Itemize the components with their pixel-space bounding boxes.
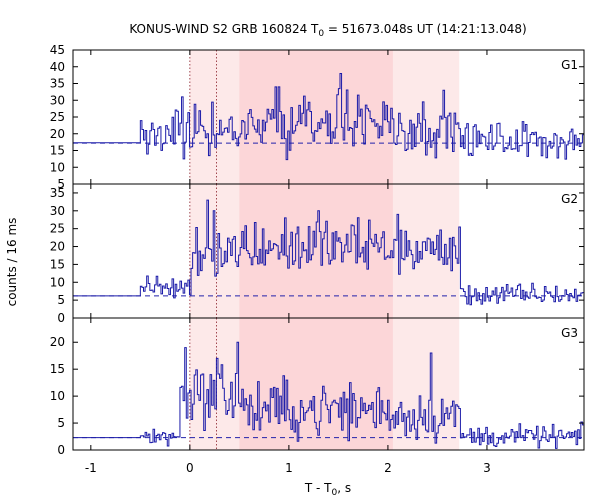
y-tick-label: 25 bbox=[50, 222, 65, 236]
y-tick-label: 30 bbox=[50, 204, 65, 218]
panel-g1: 5 10 15 20 25 30 35 40 45 G1 bbox=[50, 43, 585, 191]
y-tick-label: 40 bbox=[50, 60, 65, 74]
x-axis-label: T - T0, s bbox=[304, 481, 351, 498]
y-tick-label: 15 bbox=[50, 144, 65, 158]
lightcurve-g2 bbox=[73, 199, 584, 306]
y-tick-label: 5 bbox=[57, 177, 65, 191]
shaded-interval-1 bbox=[239, 318, 393, 450]
y-tick-label: 0 bbox=[57, 311, 65, 325]
y-tick-label: 25 bbox=[50, 110, 65, 124]
chart-title: KONUS-WIND S2 GRB 160824 T0 = 51673.048s… bbox=[129, 22, 526, 39]
y-tick-label: 30 bbox=[50, 93, 65, 107]
y-tick-label: 20 bbox=[50, 127, 65, 141]
x-tick-label: 0 bbox=[186, 461, 194, 475]
panel-g3: 0 5 10 15 20 G3 bbox=[50, 317, 585, 457]
y-tick-label: 5 bbox=[57, 293, 65, 307]
x-tick-label: 2 bbox=[384, 461, 392, 475]
panel-label-g3: G3 bbox=[561, 326, 578, 340]
lightcurve-g3 bbox=[73, 341, 584, 449]
y-tick-label: 35 bbox=[50, 77, 65, 91]
y-tick-label: 35 bbox=[50, 186, 65, 200]
y-tick-label: 15 bbox=[50, 362, 65, 376]
y-tick-label: 0 bbox=[57, 443, 65, 457]
panel-g2: 0 5 10 15 20 25 30 35 G2 bbox=[50, 183, 585, 325]
panel-label-g2: G2 bbox=[561, 192, 578, 206]
y-tick-label: 10 bbox=[50, 389, 65, 403]
x-tick-label: -1 bbox=[85, 461, 97, 475]
x-tick-label: 3 bbox=[483, 461, 491, 475]
shaded-interval-1 bbox=[239, 50, 393, 184]
y-tick-label: 45 bbox=[50, 43, 65, 57]
y-tick-label: 10 bbox=[50, 160, 65, 174]
panel-label-g1: G1 bbox=[561, 58, 578, 72]
x-tick-label: 1 bbox=[285, 461, 293, 475]
y-tick-label: 20 bbox=[50, 335, 65, 349]
y-axis-label: counts / 16 ms bbox=[5, 218, 19, 307]
lightcurve-g1 bbox=[73, 72, 584, 161]
y-tick-label: 15 bbox=[50, 257, 65, 271]
panel-frame bbox=[72, 317, 585, 451]
y-tick-label: 5 bbox=[57, 416, 65, 430]
y-tick-label: 10 bbox=[50, 275, 65, 289]
y-tick-label: 20 bbox=[50, 240, 65, 254]
